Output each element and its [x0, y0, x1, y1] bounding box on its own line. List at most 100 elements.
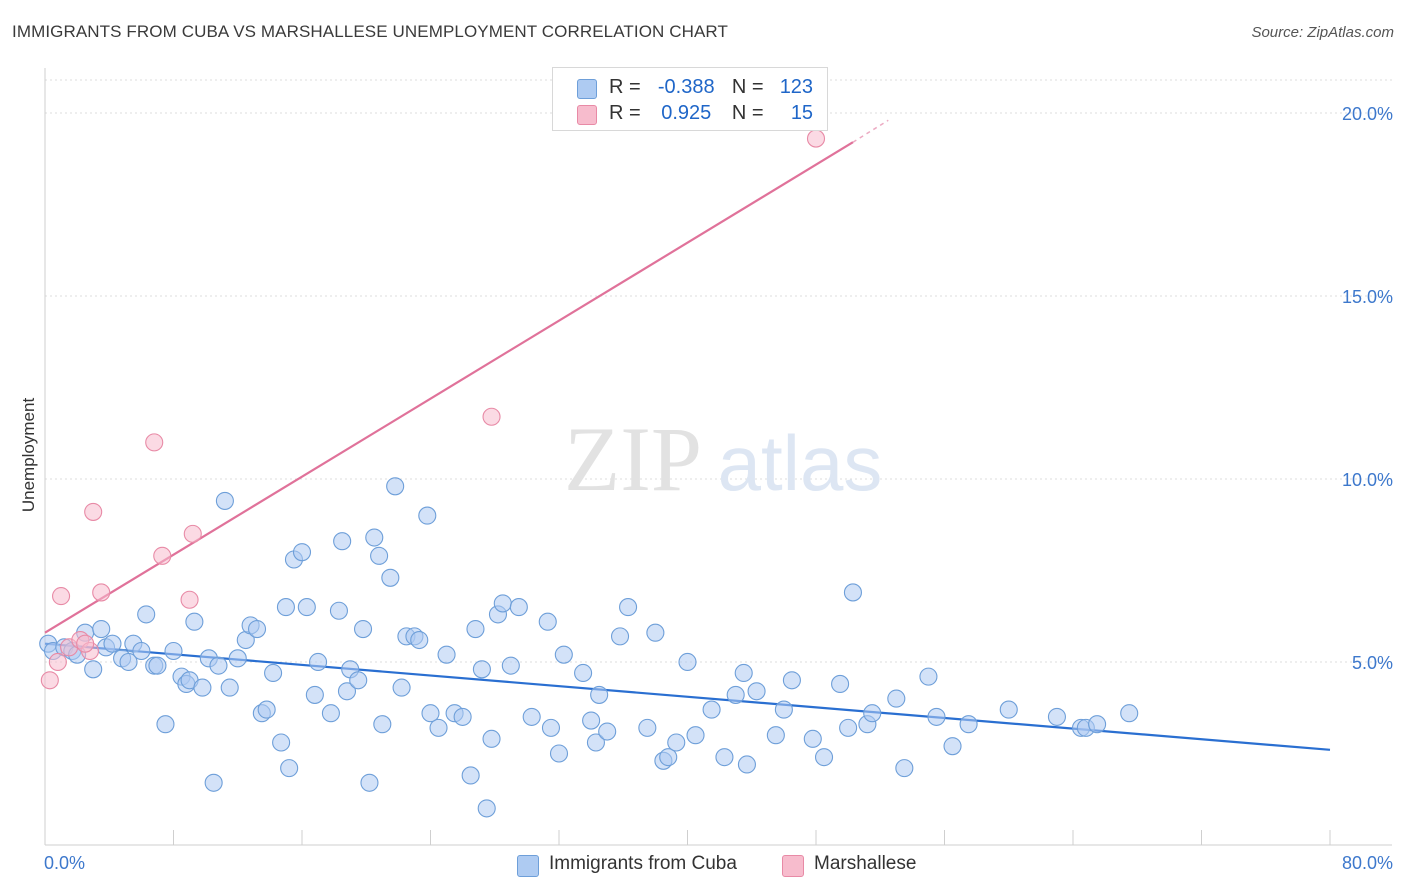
point-cuba — [686, 726, 705, 745]
legend-text-marshallese: R = 0.925 N = 15 — [609, 102, 813, 125]
point-marshallese — [92, 583, 111, 602]
point-cuba — [156, 715, 175, 734]
trend-line-marshallese-extension — [852, 119, 889, 143]
point-cuba — [803, 729, 822, 748]
point-marshallese — [84, 502, 103, 521]
legend-n-value: 15 — [790, 102, 814, 124]
point-cuba — [321, 704, 340, 723]
point-cuba — [522, 707, 541, 726]
point-cuba — [373, 715, 392, 734]
point-marshallese — [145, 433, 164, 452]
point-cuba — [305, 685, 324, 704]
point-cuba — [549, 744, 569, 763]
point-cuba — [119, 652, 138, 672]
point-cuba — [370, 546, 389, 565]
point-cuba — [421, 704, 440, 723]
point-cuba — [477, 799, 496, 818]
y-tick-label: 15.0% — [1342, 287, 1393, 307]
point-cuba — [103, 634, 122, 653]
point-cuba — [453, 707, 472, 726]
trend-line-cuba — [44, 642, 1331, 751]
point-cuba — [392, 678, 411, 697]
point-cuba — [715, 748, 734, 767]
point-cuba — [782, 671, 801, 690]
trend-lines — [44, 119, 1331, 751]
point-cuba — [466, 619, 485, 639]
point-cuba — [418, 506, 437, 525]
point-cuba — [84, 660, 103, 679]
point-cuba — [193, 678, 212, 697]
watermark-atlas: atlas — [718, 419, 883, 507]
point-cuba — [137, 605, 156, 624]
point-cuba — [297, 598, 316, 617]
chart-title: IMMIGRANTS FROM CUBA VS MARSHALLESE UNEM… — [12, 22, 728, 41]
point-cuba — [927, 707, 946, 726]
tick-labels: 5.0% 10.0% 15.0% 20.0% 0.0% 80.0% — [44, 104, 1393, 873]
point-cuba — [209, 656, 228, 675]
point-cuba — [734, 663, 753, 683]
point-cuba — [215, 491, 234, 510]
point-cuba — [538, 612, 557, 631]
point-cuba — [509, 598, 528, 617]
point-cuba — [493, 594, 512, 613]
point-cuba — [638, 718, 657, 737]
point-cuba — [461, 766, 480, 785]
point-cuba — [766, 726, 785, 745]
point-cuba — [999, 700, 1018, 719]
point-cuba — [582, 711, 601, 730]
point-cuba — [337, 682, 357, 701]
point-marshallese — [153, 546, 172, 565]
point-cuba — [659, 748, 678, 767]
point-marshallese — [482, 407, 501, 426]
point-cuba — [619, 598, 638, 617]
legend-swatch-cuba — [577, 79, 597, 99]
point-marshallese — [52, 587, 71, 606]
grid — [45, 79, 1392, 663]
legend-swatch-marshallese — [577, 105, 597, 125]
point-cuba — [501, 656, 520, 675]
point-cuba — [943, 737, 962, 756]
watermark-zip: ZIP — [564, 408, 702, 510]
point-marshallese — [76, 634, 95, 653]
point-cuba — [839, 718, 858, 737]
legend-n-value: 123 — [779, 76, 814, 98]
point-cuba — [610, 627, 630, 646]
point-cuba — [333, 532, 352, 551]
point-cuba — [919, 667, 938, 686]
point-cuba — [667, 733, 686, 752]
point-cuba — [774, 700, 793, 719]
y-tick-label: 5.0% — [1352, 653, 1393, 673]
point-cuba — [410, 630, 429, 650]
point-cuba — [554, 645, 573, 664]
axes — [44, 68, 1392, 846]
series-swatch-marshallese — [782, 855, 804, 877]
point-cuba — [959, 715, 978, 734]
point-cuba — [726, 685, 745, 704]
trend-line-marshallese — [44, 141, 854, 634]
point-cuba — [264, 663, 283, 683]
point-cuba — [887, 689, 906, 708]
legend-r-label: R = — [609, 102, 641, 124]
point-cuba — [353, 619, 373, 639]
series-name-marshallese: Marshallese — [814, 853, 917, 874]
point-cuba — [309, 652, 328, 672]
point-cuba — [276, 598, 295, 617]
point-cuba — [381, 568, 400, 587]
legend-r-value: -0.388 — [657, 76, 715, 98]
point-cuba — [472, 660, 491, 679]
point-cuba — [863, 704, 882, 723]
source-label: Source: ZipAtlas.com — [1251, 24, 1394, 41]
point-cuba — [92, 619, 111, 639]
point-cuba — [429, 718, 448, 737]
point-cuba — [437, 645, 456, 664]
point-marshallese — [183, 524, 202, 543]
point-cuba — [541, 718, 561, 737]
point-cuba — [292, 543, 312, 562]
point-cuba — [220, 678, 239, 697]
legend-n-label: N = — [731, 76, 764, 98]
point-cuba — [365, 528, 384, 547]
point-cuba — [228, 649, 247, 668]
point-cuba — [895, 759, 914, 778]
y-tick-label: 10.0% — [1342, 470, 1393, 490]
